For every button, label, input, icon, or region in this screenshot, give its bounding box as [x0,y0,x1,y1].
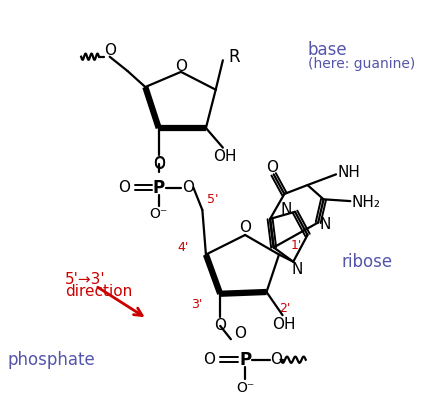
Text: O: O [182,180,194,195]
Text: 5'→3': 5'→3' [65,272,106,287]
Text: (here: guanine): (here: guanine) [307,57,415,71]
Text: 4': 4' [177,241,188,254]
Text: R: R [228,48,240,66]
Text: O: O [234,326,246,341]
Text: ribose: ribose [342,253,392,271]
Text: O: O [118,180,130,195]
Text: 5': 5' [207,193,219,206]
Text: O: O [153,157,165,172]
Text: N: N [291,262,303,277]
Text: P: P [153,179,165,197]
Text: base: base [307,41,347,58]
Text: O: O [175,59,187,74]
Text: OH: OH [213,149,236,164]
Text: O: O [266,160,278,175]
Text: O⁻: O⁻ [236,381,254,395]
Text: direction: direction [65,284,132,299]
Text: phosphate: phosphate [8,351,95,369]
Text: N: N [280,202,292,218]
Text: O⁻: O⁻ [149,207,168,221]
Text: O: O [153,156,165,171]
Text: O: O [214,318,226,333]
Text: O: O [104,43,116,58]
Text: O: O [203,352,215,367]
Text: 2': 2' [279,302,290,315]
Text: 1': 1' [291,239,303,252]
Text: P: P [239,351,251,369]
Text: O: O [239,220,251,235]
Text: NH: NH [337,165,360,180]
Text: N: N [320,217,331,232]
Text: OH: OH [273,317,296,331]
Text: O: O [270,352,282,367]
Text: NH₂: NH₂ [352,195,381,210]
Text: 3': 3' [191,298,203,311]
